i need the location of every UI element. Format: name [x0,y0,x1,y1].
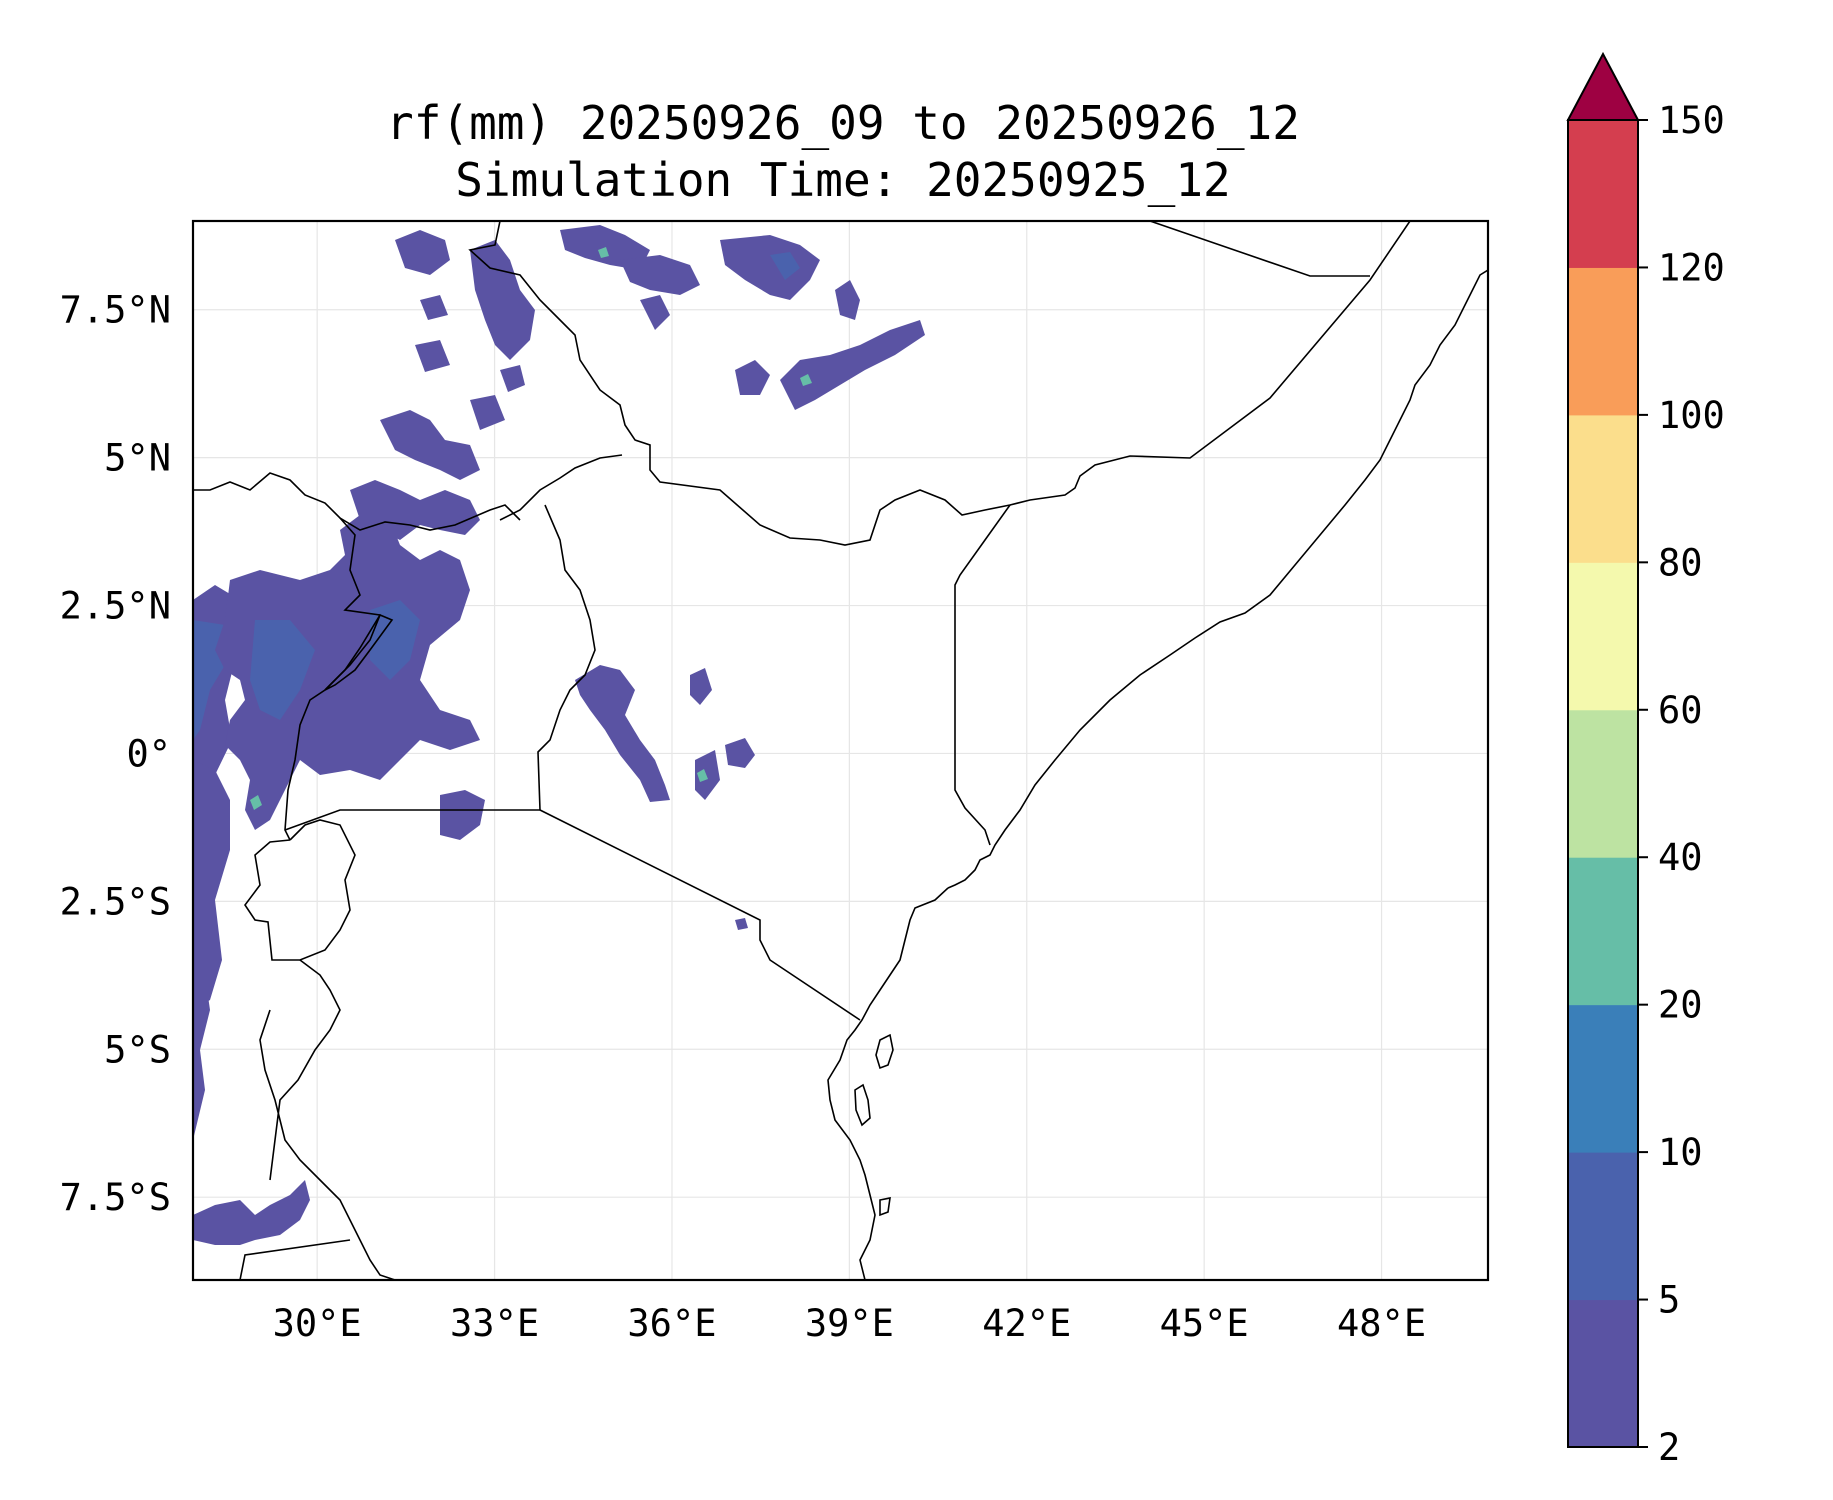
colorbar-label: 100 [1658,394,1725,437]
island-zanzibar [854,1083,871,1127]
rain-region-ethiopia-4 [640,295,670,330]
rain-region-west-south [193,760,230,1010]
lake-albert [324,613,394,691]
border-uganda-drc [284,517,382,841]
y-tick-label: 2.5°N [60,585,171,628]
map-title: rf(mm) 20250926_09 to 20250926_12 [386,96,1300,150]
colorbar-label: 120 [1658,246,1725,289]
rain-region-lake-victoria-s [440,790,485,840]
colorbar-segment [1568,1004,1638,1153]
map-frame [191,219,1490,1282]
rain-peak-1 [250,795,262,810]
colorbar-segment [1568,1299,1638,1448]
rain-region-ethiopia-3 [735,360,770,395]
border-burundi-tanzania [269,959,341,1181]
rain-region-north-2 [470,240,535,360]
rain-region-north-5 [720,235,820,300]
rain-region-far-south [193,1180,310,1245]
colorbar: 2 5 10 20 40 60 80 100 120 150 [1566,51,1725,1469]
border-zambia [239,1239,351,1280]
rain-region-north-1 [395,230,450,275]
rain-region-uganda-east [370,600,420,680]
colorbar-label: 80 [1658,541,1703,584]
y-tick-label: 2.5°S [60,880,171,923]
colorbar-label: 5 [1658,1279,1680,1322]
border-tanzania-west [259,1009,396,1280]
rain-region-north-8 [420,295,448,320]
rain-region-ethiopia-2 [835,280,860,320]
rain-region-north-4 [620,255,700,295]
colorbar-segment [1568,120,1638,268]
border-somaliland [1149,221,1370,277]
colorbar-segment [1568,414,1638,563]
rain-region-kenya-small [735,918,748,930]
x-tick-label: 45°E [1160,1302,1249,1345]
rain-region-ethiopia-1 [780,320,925,410]
colorbar-label: 20 [1658,984,1703,1027]
x-tick-label: 42°E [982,1302,1071,1345]
border-rwanda-burundi [244,819,356,961]
colorbar-segment [1568,857,1638,1006]
rain-region-kenya-east [725,738,755,768]
border-kenya-tanzania [539,809,861,1021]
rain-region-north-7 [500,365,525,392]
x-axis-ticks: 30°E 33°E 36°E 39°E 42°E 45°E 48°E [273,1302,1426,1345]
country-borders [193,221,1488,1280]
y-tick-label: 5°N [104,437,171,480]
rain-region-north-10 [470,395,505,430]
y-tick-label: 7.5°N [60,289,171,332]
y-tick-label: 5°S [104,1028,171,1071]
y-tick-label: 7.5°S [60,1176,171,1219]
rain-peak-4 [697,769,708,782]
x-tick-label: 36°E [627,1302,716,1345]
coast-kenya-tanzania [827,887,949,1280]
x-tick-label: 30°E [273,1302,362,1345]
y-axis-ticks: 7.5°N 5°N 2.5°N 0° 2.5°S 5°S 7.5°S [60,289,171,1219]
colorbar-label: 60 [1658,689,1703,732]
rain-peak-3 [800,374,812,386]
colorbar-segment [1568,709,1638,858]
colorbar-label: 40 [1658,836,1703,879]
coast-somalia [947,269,1488,889]
rain-region-north-9 [415,340,450,372]
x-tick-label: 39°E [805,1302,894,1345]
island-pemba [875,1033,894,1070]
rain-region-uganda [215,515,480,830]
colorbar-extend-triangle [1566,51,1640,121]
border-uganda-kenya [537,504,596,811]
colorbar-label: 150 [1658,99,1725,142]
rain-region-north-6 [770,252,800,280]
rain-peak-2 [598,247,609,258]
colorbar-segment [1568,562,1638,711]
colorbar-segment [1568,267,1638,416]
x-tick-label: 48°E [1337,1302,1426,1345]
island-mafia [879,1196,891,1217]
y-tick-label: 0° [126,732,171,775]
rain-region-south-sudan-a [380,410,480,480]
x-tick-label: 33°E [450,1302,539,1345]
rainfall-field [193,225,925,1245]
border-ss-ethiopia [468,221,1011,546]
border-lake-victoria [284,809,540,831]
rain-region-kenya-central [690,668,712,705]
rain-region-kenya-west [575,665,670,802]
rain-region-uganda-core [250,620,315,720]
border-kenya-somalia [954,504,1011,846]
colorbar-label: 2 [1658,1426,1680,1469]
rain-region-uganda-north [350,480,480,540]
colorbar-frame [1567,119,1639,1448]
border-ethiopia-somalia [1009,221,1411,506]
colorbar-segment [1568,1152,1638,1301]
border-ethiopia-kenya [499,454,623,521]
colorbar-label: 10 [1658,1131,1703,1174]
map-subtitle: Simulation Time: 20250925_12 [455,153,1231,207]
rain-region-kenya-mt [695,750,720,800]
